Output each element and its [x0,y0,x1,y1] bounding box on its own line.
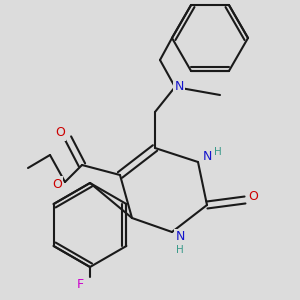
Text: F: F [76,278,84,292]
Text: O: O [248,190,258,203]
Text: O: O [52,178,62,190]
Text: N: N [174,80,184,94]
Text: N: N [175,230,185,244]
Text: N: N [202,151,212,164]
Text: O: O [55,127,65,140]
Text: H: H [214,147,222,157]
Text: H: H [176,245,184,255]
